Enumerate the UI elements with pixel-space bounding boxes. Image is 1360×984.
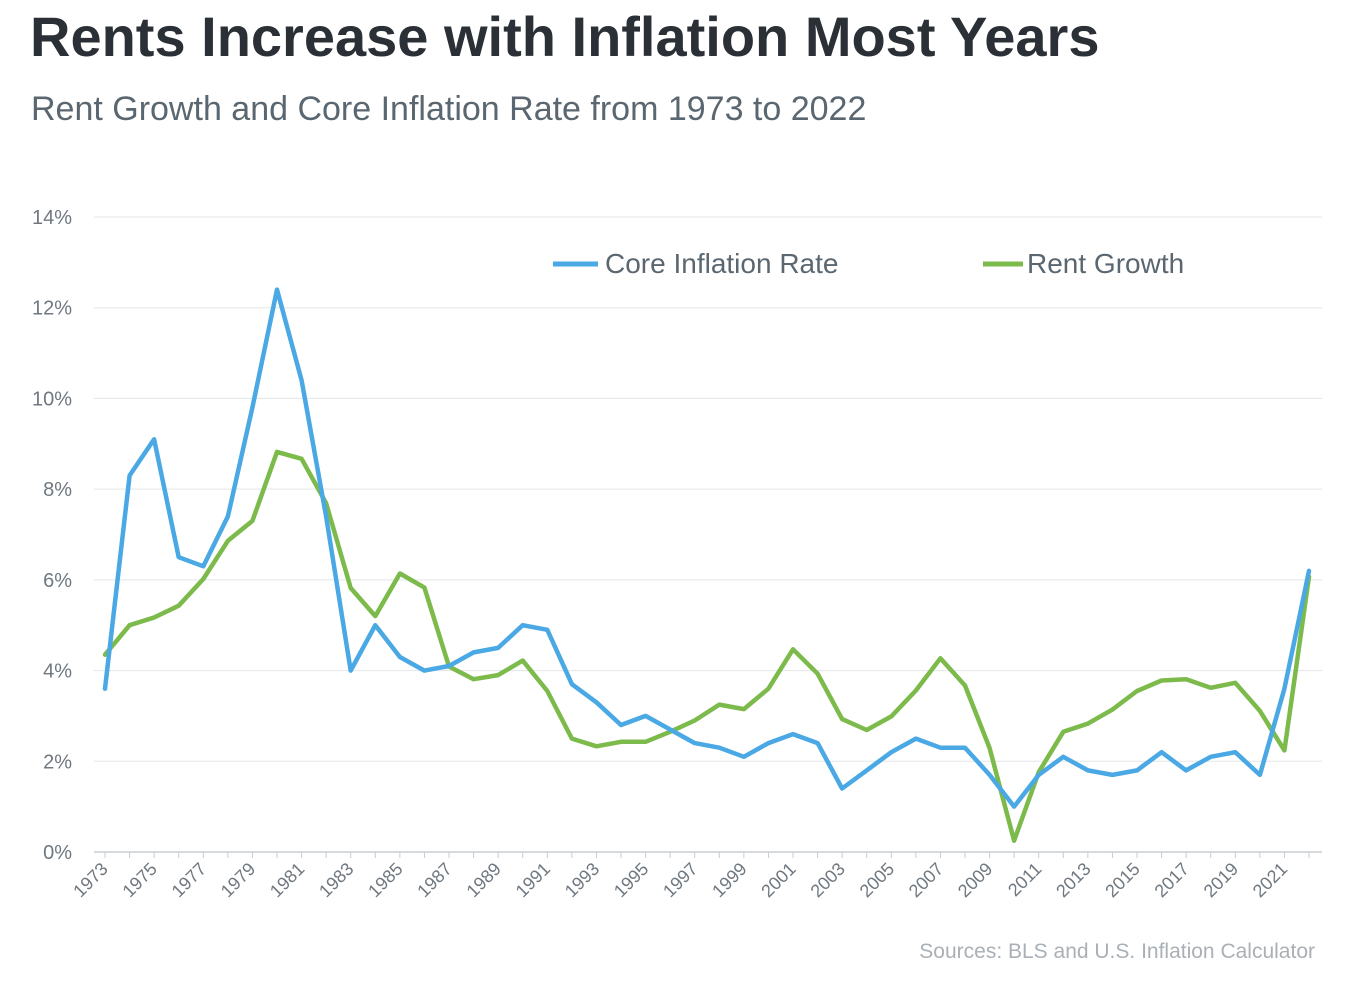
x-tick-label: 1973 xyxy=(69,859,111,901)
chart-title: Rents Increase with Inflation Most Years xyxy=(30,5,1100,68)
y-tick-label: 8% xyxy=(43,479,72,501)
series-line-core-inflation xyxy=(102,287,1312,809)
y-tick-label: 6% xyxy=(43,570,72,592)
y-tick-label: 0% xyxy=(43,842,72,864)
x-tick-label: 2005 xyxy=(856,859,898,901)
x-tick-label: 1999 xyxy=(708,859,750,901)
x-tick-label: 1975 xyxy=(119,859,161,901)
y-axis-ticks: 0% 2% 4% 6% 8% 10% 12% 14% xyxy=(32,207,72,864)
x-tick-label: 2009 xyxy=(954,859,996,901)
chart-subtitle: Rent Growth and Core Inflation Rate from… xyxy=(31,90,867,128)
x-tick-label: 1987 xyxy=(413,859,455,901)
x-tick-label: 1993 xyxy=(561,859,603,901)
series-line-rent-growth xyxy=(102,449,1312,843)
x-tick-label: 1977 xyxy=(168,859,210,901)
x-tick-label: 1983 xyxy=(315,859,357,901)
series-lines xyxy=(102,287,1312,843)
x-tick-label: 2011 xyxy=(1004,859,1046,901)
y-tick-label: 10% xyxy=(32,388,72,410)
x-tick-label: 1995 xyxy=(610,859,652,901)
x-tick-label: 2007 xyxy=(905,859,947,901)
x-tick-label: 2021 xyxy=(1249,859,1291,901)
x-tick-label: 1991 xyxy=(512,859,554,901)
y-tick-label: 4% xyxy=(43,661,72,683)
x-tick-label: 2019 xyxy=(1200,859,1242,901)
legend-label-core-inflation: Core Inflation Rate xyxy=(605,248,838,279)
y-tick-label: 2% xyxy=(43,751,72,773)
x-tick-label: 2017 xyxy=(1151,859,1193,901)
legend: Core Inflation Rate Rent Growth xyxy=(553,248,1184,279)
y-tick-label: 12% xyxy=(32,298,72,320)
x-tick-label: 1989 xyxy=(463,859,505,901)
x-tick-label: 2015 xyxy=(1101,859,1143,901)
x-tick-label: 1997 xyxy=(659,859,701,901)
x-tick-label: 1979 xyxy=(217,859,259,901)
x-tick-label: 2001 xyxy=(757,859,799,901)
gridlines xyxy=(94,216,1322,762)
legend-label-rent-growth: Rent Growth xyxy=(1027,248,1184,279)
x-tick-label: 2003 xyxy=(807,859,849,901)
x-tick-label: 1985 xyxy=(364,859,406,901)
source-note: Sources: BLS and U.S. Inflation Calculat… xyxy=(919,940,1315,963)
x-tick-label: 1981 xyxy=(266,859,308,901)
x-axis: 1973 1975 1977 1979 1981 1983 1985 1987 1989 1991… xyxy=(69,851,1322,901)
y-tick-label: 14% xyxy=(32,207,72,229)
x-tick-label: 2013 xyxy=(1052,859,1094,901)
